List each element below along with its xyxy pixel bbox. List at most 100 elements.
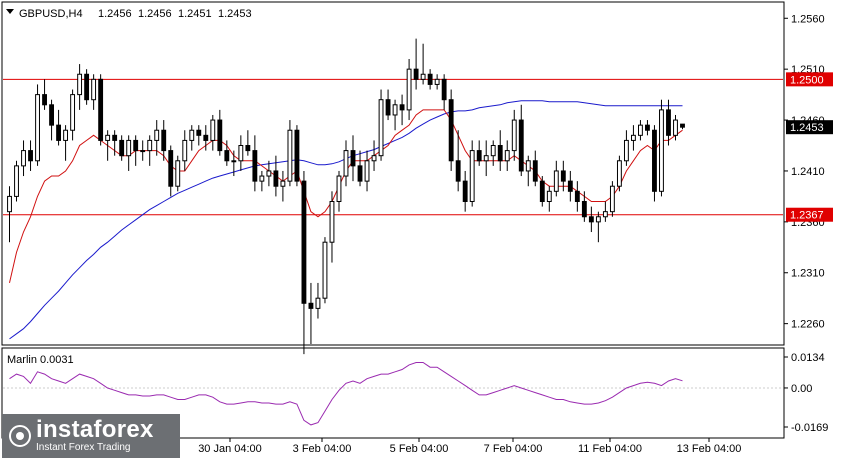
candle xyxy=(294,125,300,187)
time-axis-label: 13 Feb 04:00 xyxy=(677,443,742,455)
candle xyxy=(497,130,503,171)
candle-body xyxy=(245,145,251,152)
candle-body xyxy=(588,216,594,223)
candle-body xyxy=(112,134,118,141)
candle-body xyxy=(28,150,33,162)
candle xyxy=(21,140,26,177)
candle-body xyxy=(329,200,335,243)
candle-body xyxy=(336,175,342,202)
candle xyxy=(364,150,370,192)
candle-body xyxy=(680,123,685,128)
candle xyxy=(616,155,622,192)
candle xyxy=(280,170,286,202)
candle xyxy=(175,155,181,192)
candle xyxy=(567,170,573,202)
indicator-axis-label: 0.0134 xyxy=(791,352,825,364)
candle xyxy=(595,211,601,243)
candle xyxy=(63,125,69,161)
candle-body xyxy=(434,78,440,85)
candle xyxy=(70,89,76,141)
ohlc-high: 1.2456 xyxy=(138,8,172,20)
candle-body xyxy=(182,139,188,162)
candle xyxy=(623,130,629,166)
candle-body xyxy=(273,170,279,187)
candle-body xyxy=(56,124,62,141)
candle-body xyxy=(511,119,517,152)
time-axis-label: 11 Feb 04:00 xyxy=(578,443,642,455)
candle xyxy=(154,120,160,156)
candle-body xyxy=(175,160,181,187)
candle xyxy=(609,181,615,217)
chart-menu-triangle-icon[interactable] xyxy=(6,9,14,14)
candle xyxy=(231,150,237,177)
candle xyxy=(42,79,47,110)
candle xyxy=(49,99,54,141)
candle xyxy=(140,140,146,161)
candle xyxy=(287,120,293,187)
candle-body xyxy=(217,119,223,152)
candle xyxy=(329,191,335,263)
candle xyxy=(133,135,139,166)
candle-body xyxy=(581,200,587,218)
candle xyxy=(105,130,111,161)
candle xyxy=(112,130,118,156)
candle-body xyxy=(567,180,573,192)
candle xyxy=(357,150,363,187)
candle-body xyxy=(673,119,678,136)
candle-body xyxy=(546,190,552,202)
candle-body xyxy=(645,124,650,131)
oscillator-line xyxy=(9,362,683,426)
candle-body xyxy=(476,150,482,162)
candle xyxy=(532,150,538,187)
candle xyxy=(322,237,328,304)
candle xyxy=(308,282,314,344)
ohlc-open: 1.2456 xyxy=(98,8,132,20)
candle-body xyxy=(203,134,209,141)
candle-body xyxy=(623,139,629,162)
candle xyxy=(56,109,62,146)
candle xyxy=(406,58,412,121)
candle-body xyxy=(63,129,69,141)
candle xyxy=(161,120,167,161)
candle-body xyxy=(35,94,40,162)
candle xyxy=(518,104,524,177)
candle-body xyxy=(252,150,258,182)
time-axis-label: 3 Feb 04:00 xyxy=(293,443,352,455)
price-panel xyxy=(1,1,785,346)
candle-body xyxy=(638,124,643,136)
candle-body xyxy=(14,165,19,197)
candle xyxy=(525,155,531,187)
candle-body xyxy=(532,160,538,182)
candle-body xyxy=(322,241,328,299)
candle-body xyxy=(259,175,265,182)
candle-body xyxy=(49,104,54,126)
candle xyxy=(490,140,496,166)
candle xyxy=(680,123,685,130)
candle-body xyxy=(238,145,244,162)
candle-body xyxy=(224,150,230,162)
time-axis-label: 7 Feb 04:00 xyxy=(484,443,543,455)
candle xyxy=(441,74,447,110)
candle xyxy=(399,94,405,126)
candle-body xyxy=(210,119,216,141)
candle xyxy=(301,170,307,355)
candle xyxy=(652,125,657,202)
candle-body xyxy=(189,129,195,141)
candle-body xyxy=(652,129,657,192)
candle xyxy=(7,186,12,243)
candle xyxy=(210,114,216,151)
candle-body xyxy=(343,150,349,177)
logo-tagline: Instant Forex Trading xyxy=(36,442,131,453)
candle-body xyxy=(364,160,370,182)
candle xyxy=(553,160,559,197)
candle xyxy=(378,89,384,161)
candle-body xyxy=(168,150,174,187)
candle-body xyxy=(357,165,363,182)
instaforex-logo: instaforex Instant Forex Trading xyxy=(2,414,180,458)
price-badge-label: 1.2367 xyxy=(790,210,824,222)
candle xyxy=(84,69,90,105)
candle xyxy=(350,135,356,182)
candle xyxy=(476,140,482,166)
candle-body xyxy=(490,145,496,157)
